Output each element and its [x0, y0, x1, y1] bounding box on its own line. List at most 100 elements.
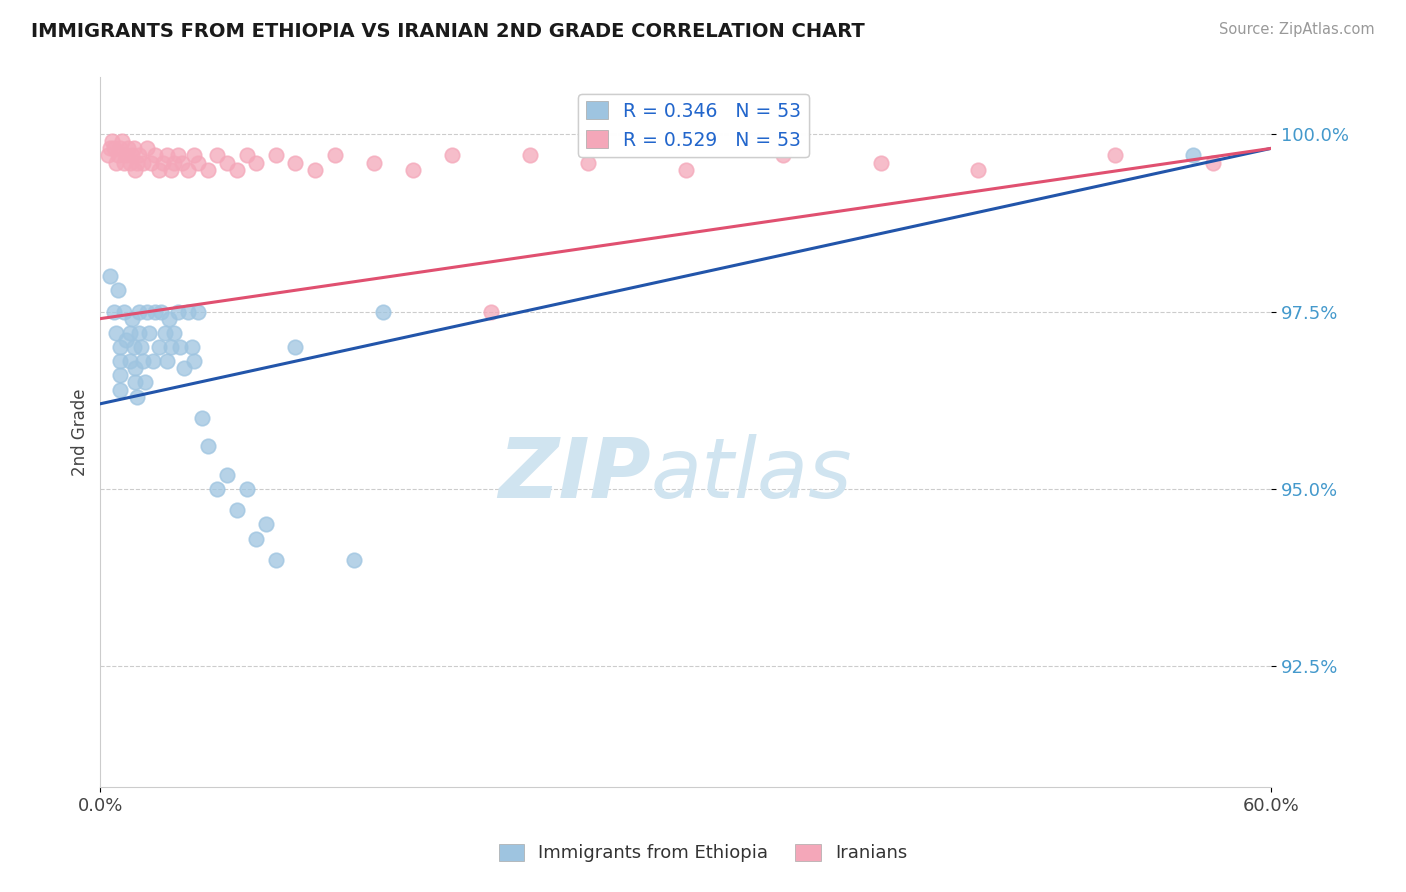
- Point: [136, 141, 159, 155]
- Point: [1182, 148, 1205, 162]
- Point: [191, 411, 214, 425]
- Point: [177, 162, 200, 177]
- Point: [124, 376, 146, 390]
- Point: [235, 482, 257, 496]
- Point: [440, 148, 463, 162]
- Point: [104, 326, 127, 340]
- Point: [217, 155, 239, 169]
- Point: [156, 148, 179, 162]
- Point: [183, 148, 205, 162]
- Point: [134, 376, 156, 390]
- Text: ZIP: ZIP: [498, 434, 651, 516]
- Point: [148, 340, 170, 354]
- Point: [104, 155, 127, 169]
- Point: [207, 148, 229, 162]
- Point: [197, 439, 219, 453]
- Text: Source: ZipAtlas.com: Source: ZipAtlas.com: [1219, 22, 1375, 37]
- Point: [169, 340, 191, 354]
- Point: [108, 340, 131, 354]
- Point: [479, 304, 502, 318]
- Point: [519, 148, 541, 162]
- Point: [98, 141, 121, 155]
- Point: [97, 148, 120, 162]
- Text: IMMIGRANTS FROM ETHIOPIA VS IRANIAN 2ND GRADE CORRELATION CHART: IMMIGRANTS FROM ETHIOPIA VS IRANIAN 2ND …: [31, 22, 865, 41]
- Point: [127, 390, 149, 404]
- Point: [967, 162, 990, 177]
- Point: [187, 155, 209, 169]
- Point: [254, 517, 277, 532]
- Point: [197, 162, 219, 177]
- Point: [363, 155, 385, 169]
- Point: [118, 155, 141, 169]
- Point: [108, 383, 131, 397]
- Point: [675, 162, 697, 177]
- Point: [114, 148, 136, 162]
- Point: [122, 340, 145, 354]
- Point: [284, 340, 307, 354]
- Point: [152, 155, 174, 169]
- Point: [139, 155, 162, 169]
- Point: [187, 304, 209, 318]
- Point: [143, 148, 166, 162]
- Point: [1201, 155, 1223, 169]
- Legend: R = 0.346   N = 53, R = 0.529   N = 53: R = 0.346 N = 53, R = 0.529 N = 53: [578, 94, 808, 157]
- Point: [128, 304, 150, 318]
- Point: [323, 148, 346, 162]
- Point: [1104, 148, 1126, 162]
- Point: [122, 141, 145, 155]
- Point: [163, 155, 186, 169]
- Point: [156, 354, 179, 368]
- Point: [142, 354, 165, 368]
- Point: [245, 532, 267, 546]
- Point: [136, 304, 159, 318]
- Point: [121, 311, 143, 326]
- Point: [163, 326, 186, 340]
- Point: [159, 162, 181, 177]
- Point: [103, 304, 125, 318]
- Point: [772, 148, 794, 162]
- Point: [107, 283, 129, 297]
- Point: [183, 354, 205, 368]
- Point: [167, 304, 190, 318]
- Point: [108, 141, 131, 155]
- Point: [118, 326, 141, 340]
- Point: [132, 155, 155, 169]
- Point: [172, 155, 194, 169]
- Point: [103, 141, 125, 155]
- Point: [177, 304, 200, 318]
- Point: [138, 326, 160, 340]
- Point: [207, 482, 229, 496]
- Point: [401, 162, 423, 177]
- Point: [217, 467, 239, 482]
- Point: [157, 311, 180, 326]
- Point: [245, 155, 267, 169]
- Y-axis label: 2nd Grade: 2nd Grade: [72, 388, 89, 476]
- Point: [121, 148, 143, 162]
- Point: [127, 155, 149, 169]
- Legend: Immigrants from Ethiopia, Iranians: Immigrants from Ethiopia, Iranians: [491, 837, 915, 870]
- Point: [143, 304, 166, 318]
- Point: [226, 162, 249, 177]
- Point: [373, 304, 395, 318]
- Point: [284, 155, 307, 169]
- Point: [173, 361, 195, 376]
- Point: [167, 148, 190, 162]
- Point: [304, 162, 326, 177]
- Point: [264, 553, 287, 567]
- Point: [343, 553, 366, 567]
- Point: [264, 148, 287, 162]
- Point: [869, 155, 891, 169]
- Point: [117, 141, 139, 155]
- Point: [108, 368, 131, 383]
- Point: [112, 155, 135, 169]
- Point: [124, 162, 146, 177]
- Point: [124, 361, 146, 376]
- Point: [98, 268, 121, 283]
- Point: [128, 148, 150, 162]
- Point: [132, 354, 155, 368]
- Point: [131, 340, 153, 354]
- Point: [226, 503, 249, 517]
- Point: [101, 134, 124, 148]
- Point: [153, 326, 176, 340]
- Point: [108, 354, 131, 368]
